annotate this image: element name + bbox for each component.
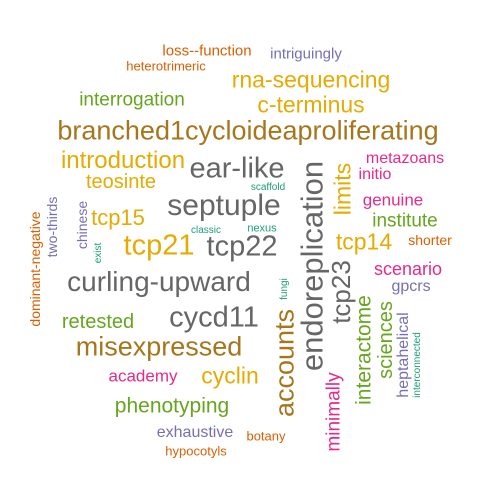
- word-academy: academy: [108, 366, 178, 386]
- word-interrogation: interrogation: [79, 89, 185, 111]
- word-sciences: sciences: [375, 301, 397, 379]
- word-septuple: septuple: [167, 189, 281, 222]
- word-exhaustive: exhaustive: [156, 424, 234, 441]
- word-initio: initio: [358, 166, 392, 183]
- word-accounts: accounts: [269, 308, 300, 418]
- word-c-terminus: c-terminus: [257, 91, 365, 118]
- word-metazoans: metazoans: [365, 150, 445, 167]
- word-tcp15: tcp15: [91, 205, 145, 230]
- word-interconnected: interconnected: [412, 332, 423, 398]
- word-botany: botany: [246, 428, 286, 444]
- word-ear-like: ear-like: [189, 152, 285, 185]
- word-tcp22: tcp22: [206, 230, 278, 263]
- word-scaffold: scaffold: [250, 182, 286, 193]
- word-gpcrs: gpcrs: [391, 278, 431, 295]
- word-institute: institute: [372, 210, 438, 232]
- word-scenario: scenario: [373, 259, 443, 279]
- word-endoreplication: endoreplication: [294, 160, 330, 372]
- word-two-thirds: two-thirds: [44, 196, 60, 258]
- word-misexpressed: misexpressed: [75, 331, 243, 362]
- word-cycd11: cycd11: [169, 301, 259, 334]
- word-dominant-negative: dominant-negative: [27, 211, 43, 327]
- word-exist: exist: [93, 242, 104, 264]
- word-phenotyping: phenotyping: [114, 394, 230, 418]
- word-fungi: fungi: [279, 278, 290, 300]
- word-branched1cycloideaproliferating: branched1cycloideaproliferating: [57, 115, 439, 146]
- word-heterotrimeric: heterotrimeric: [126, 58, 206, 74]
- word-limits: limits: [329, 162, 356, 216]
- word-rna-sequencing: rna-sequencing: [231, 66, 391, 93]
- word-tcp23: tcp23: [326, 260, 356, 324]
- word-shorter: shorter: [408, 232, 452, 248]
- word-introduction: introduction: [60, 147, 186, 174]
- word-curling-upward: curling-upward: [67, 266, 251, 297]
- word-minimally: minimally: [323, 372, 345, 452]
- word-cyclin: cyclin: [201, 362, 259, 389]
- word-intriguingly: intriguingly: [270, 45, 342, 63]
- word-genuine: genuine: [362, 190, 424, 210]
- word-chinese: chinese: [74, 200, 90, 250]
- word-teosinte: teosinte: [85, 171, 157, 193]
- word-classic: classic: [190, 225, 222, 236]
- word-tcp21: tcp21: [123, 229, 195, 262]
- word-hypocotyls: hypocotyls: [165, 443, 227, 459]
- word-nexus: nexus: [247, 222, 277, 235]
- word-heptahelical: heptahelical: [395, 312, 412, 398]
- word-loss-function: loss--function: [162, 42, 252, 60]
- word-retested: retested: [61, 311, 135, 333]
- word-interactome: interactome: [352, 295, 376, 405]
- word-tcp14: tcp14: [335, 228, 393, 255]
